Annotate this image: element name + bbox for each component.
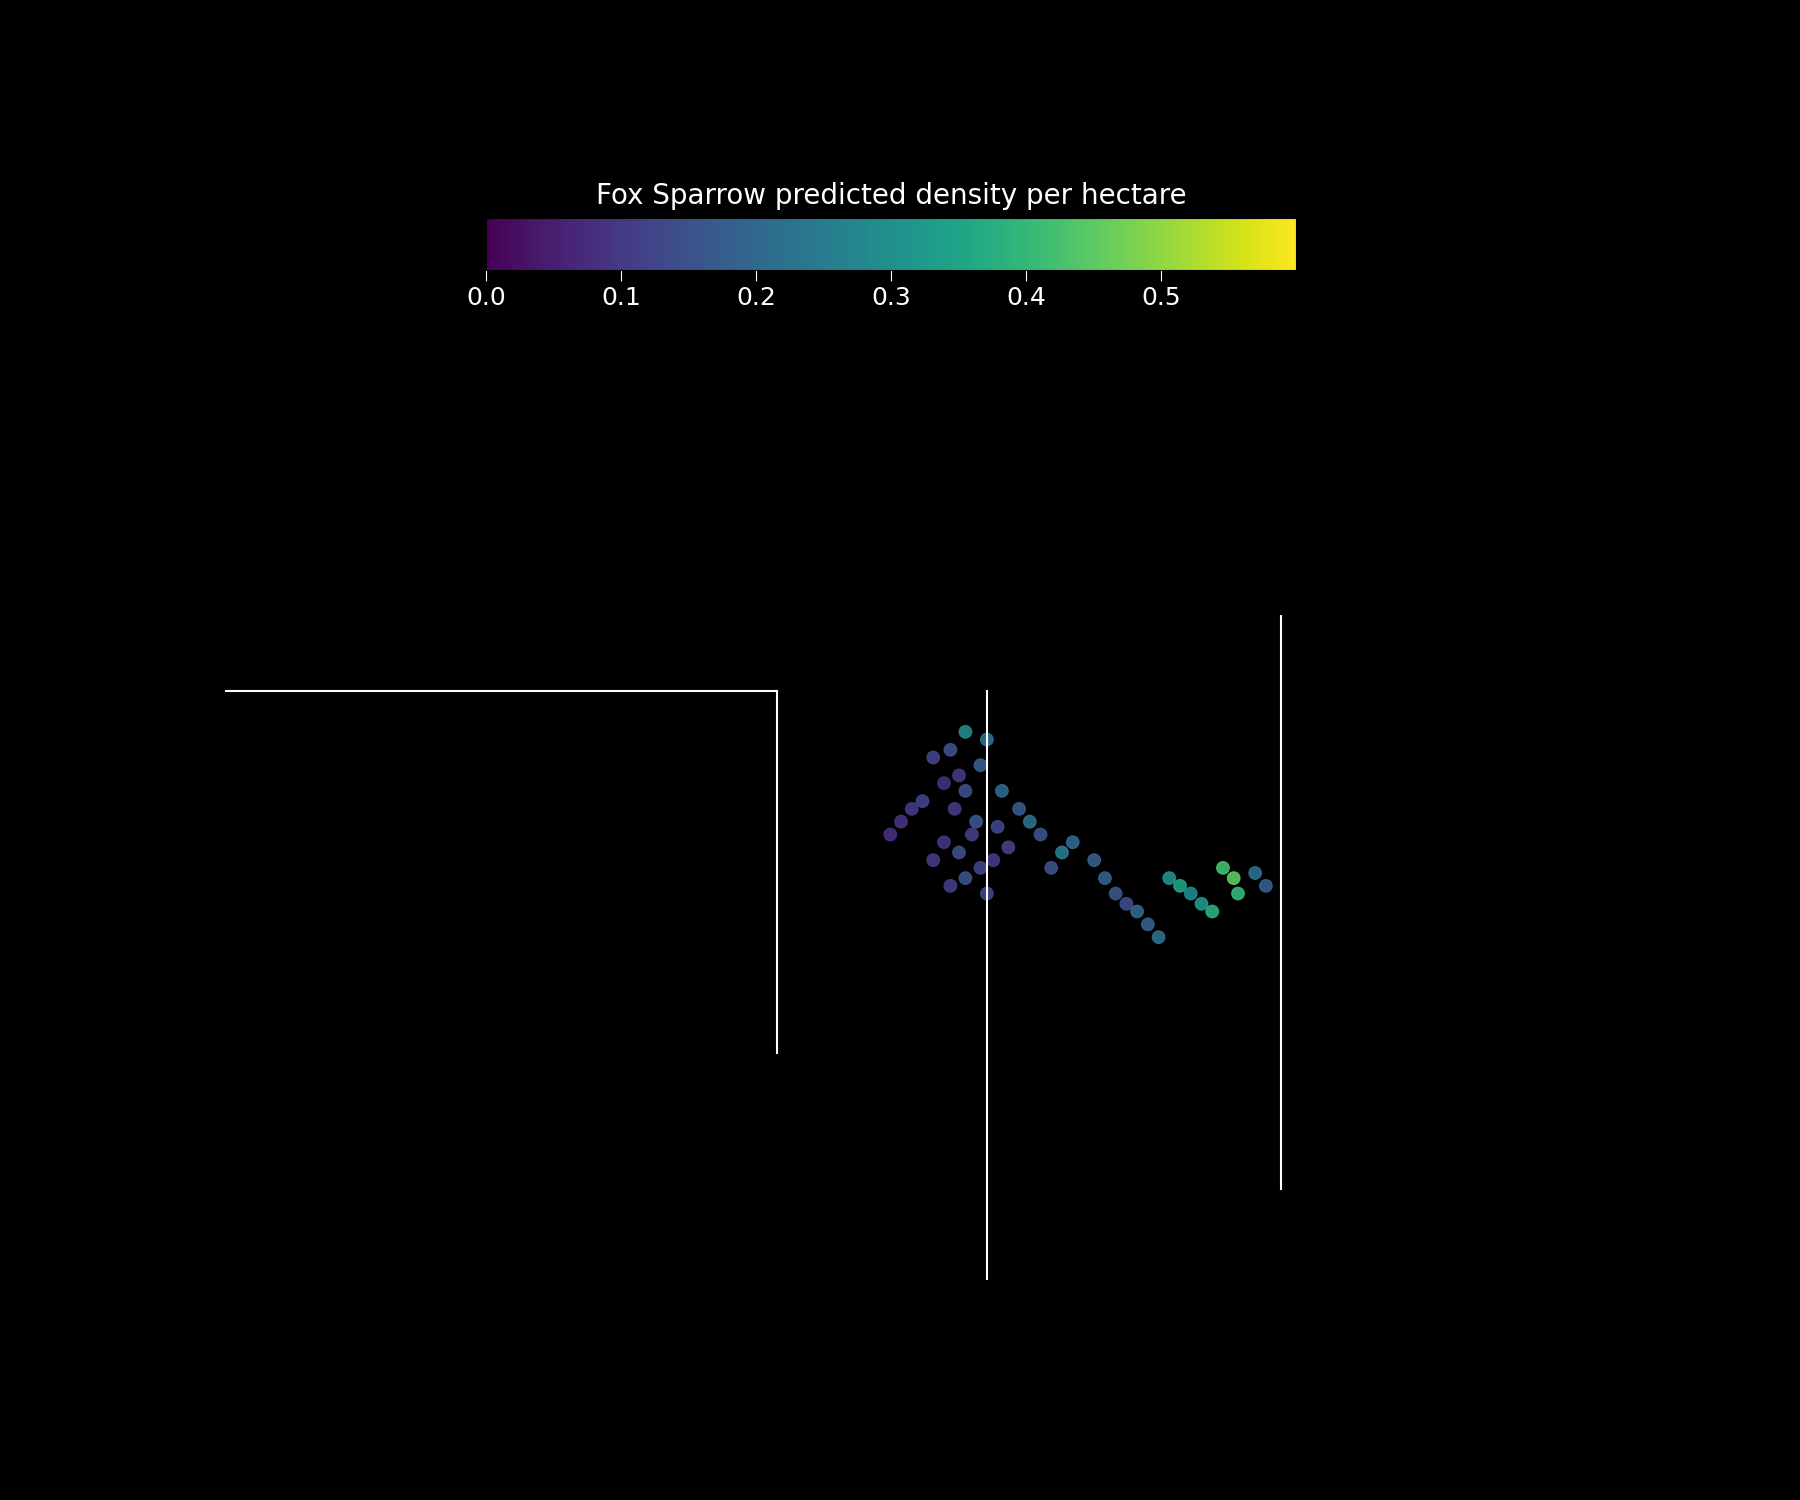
Point [988, 778, 1017, 802]
Point [1197, 900, 1226, 924]
Point [1145, 926, 1174, 950]
Point [1166, 874, 1195, 898]
Point [1208, 856, 1237, 880]
Point [950, 865, 979, 889]
Point [936, 738, 965, 762]
Point [1102, 882, 1130, 906]
Point [936, 874, 965, 898]
Point [961, 810, 990, 834]
Point [1188, 892, 1217, 916]
Point [1112, 892, 1141, 916]
Point [1177, 882, 1206, 906]
Point [1015, 810, 1044, 834]
Point [898, 796, 927, 820]
Point [972, 882, 1001, 906]
Point [1123, 900, 1152, 924]
Point [945, 764, 974, 788]
Point [940, 796, 968, 820]
Point [918, 847, 947, 871]
Point [929, 771, 958, 795]
Point [972, 728, 1001, 752]
Point [918, 746, 947, 770]
Point [979, 847, 1008, 871]
Point [1058, 830, 1087, 854]
Point [929, 830, 958, 854]
Point [958, 822, 986, 846]
Point [1080, 847, 1109, 871]
Point [1134, 912, 1163, 936]
Point [967, 753, 995, 777]
Point [967, 856, 995, 880]
Point [994, 836, 1022, 860]
Point [1048, 840, 1076, 864]
Point [909, 789, 938, 813]
Point [877, 822, 905, 846]
Point [1004, 796, 1033, 820]
Point [1156, 865, 1184, 889]
Point [1224, 882, 1253, 906]
Point [1037, 856, 1066, 880]
Point [887, 810, 916, 834]
Point [950, 720, 979, 744]
Point [983, 815, 1012, 839]
Point [950, 778, 979, 802]
Point [1251, 874, 1280, 898]
Point [945, 840, 974, 864]
Point [1240, 861, 1269, 885]
Title: Fox Sparrow predicted density per hectare: Fox Sparrow predicted density per hectar… [596, 182, 1186, 210]
Point [1026, 822, 1055, 846]
Point [1091, 865, 1120, 889]
Point [1219, 865, 1247, 889]
